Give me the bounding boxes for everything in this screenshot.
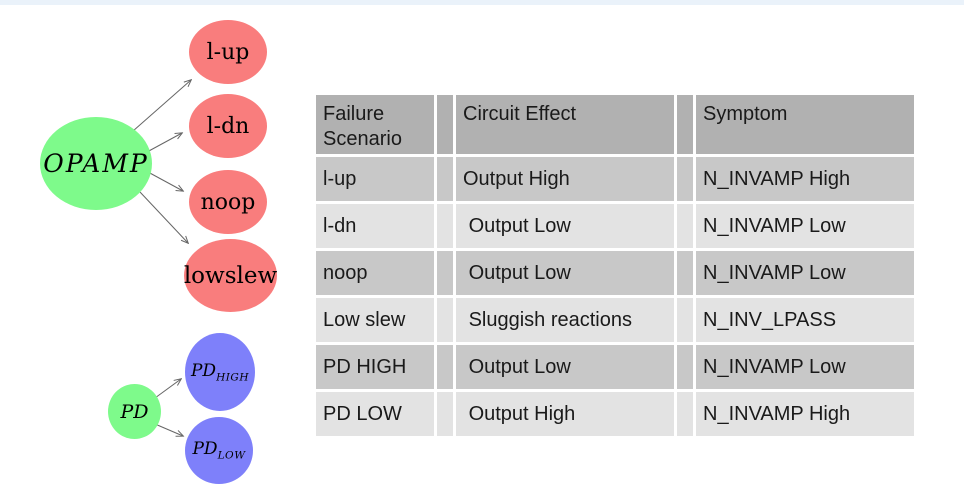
- spacer-cell: [437, 251, 453, 295]
- cell-effect: Output Low: [456, 204, 674, 248]
- cell-effect: Output High: [456, 157, 674, 201]
- spacer-cell: [437, 392, 453, 436]
- spacer-cell: [437, 298, 453, 342]
- node-opamp-label: OPAMP: [43, 149, 149, 178]
- cell-scenario: noop: [316, 251, 434, 295]
- cell-effect: Output High: [456, 392, 674, 436]
- arrow-pd-to-pdhigh: [154, 379, 181, 399]
- cell-effect: Output Low: [456, 251, 674, 295]
- node-pd-high-subscript: HIGH: [216, 371, 250, 384]
- table-row-pd-high: PD HIGH Output Low N_INVAMP Low: [316, 345, 914, 389]
- spacer-cell: [437, 204, 453, 248]
- cell-scenario: PD HIGH: [316, 345, 434, 389]
- spacer-cell: [677, 95, 693, 154]
- node-noop-label: noop: [200, 189, 256, 215]
- cell-scenario: Low slew: [316, 298, 434, 342]
- table-row-l-up: l-up Output High N_INVAMP High: [316, 157, 914, 201]
- node-pd: PD: [108, 384, 161, 439]
- column-header-circuit-effect: Circuit Effect: [456, 95, 674, 154]
- arrow-opamp-to-lowslew: [139, 191, 188, 243]
- table-row-low-slew: Low slew Sluggish reactions N_INV_LPASS: [316, 298, 914, 342]
- cell-symptom: N_INVAMP Low: [696, 345, 914, 389]
- cell-scenario: l-dn: [316, 204, 434, 248]
- node-pd-label: PD: [120, 400, 149, 423]
- cell-scenario: PD LOW: [316, 392, 434, 436]
- column-header-symptom: Symptom: [696, 95, 914, 154]
- node-pd-high-base: PD: [190, 360, 217, 381]
- spacer-cell: [677, 157, 693, 201]
- spacer-cell: [677, 298, 693, 342]
- top-accent-strip: [0, 0, 964, 5]
- column-header-failure-scenario: Failure Scenario: [316, 95, 434, 154]
- arrow-opamp-to-ldn: [146, 133, 182, 153]
- node-lowslew: lowslew: [184, 239, 277, 312]
- node-pd-low-base: PD: [192, 439, 218, 460]
- spacer-cell: [677, 251, 693, 295]
- cell-symptom: N_INVAMP High: [696, 392, 914, 436]
- failure-scenario-table: Failure Scenario Circuit Effect Symptom …: [313, 92, 917, 439]
- cell-symptom: N_INV_LPASS: [696, 298, 914, 342]
- node-pd-low: PDLOW: [185, 417, 253, 484]
- cell-scenario: l-up: [316, 157, 434, 201]
- cell-effect: Output Low: [456, 345, 674, 389]
- table-row-noop: noop Output Low N_INVAMP Low: [316, 251, 914, 295]
- node-l-dn: l-dn: [189, 94, 267, 158]
- spacer-cell: [677, 345, 693, 389]
- cell-effect: Sluggish reactions: [456, 298, 674, 342]
- arrow-opamp-to-noop: [147, 171, 183, 191]
- arrow-opamp-to-lup: [132, 80, 191, 132]
- table-row-pd-low: PD LOW Output High N_INVAMP High: [316, 392, 914, 436]
- node-l-up: l-up: [189, 20, 267, 84]
- cell-symptom: N_INVAMP High: [696, 157, 914, 201]
- spacer-cell: [437, 345, 453, 389]
- spacer-cell: [677, 392, 693, 436]
- node-l-up-label: l-up: [206, 39, 250, 65]
- node-pd-high-label: PDHIGH: [191, 361, 249, 383]
- spacer-cell: [437, 157, 453, 201]
- cell-symptom: N_INVAMP Low: [696, 204, 914, 248]
- spacer-cell: [677, 204, 693, 248]
- table-header-row: Failure Scenario Circuit Effect Symptom: [316, 95, 914, 154]
- node-l-dn-label: l-dn: [206, 113, 250, 139]
- arrow-pd-to-pdlow: [154, 423, 183, 436]
- node-pd-low-subscript: LOW: [217, 449, 246, 462]
- node-pd-low-label: PDLOW: [192, 439, 245, 461]
- spacer-cell: [437, 95, 453, 154]
- node-pd-high: PDHIGH: [185, 333, 255, 411]
- cell-symptom: N_INVAMP Low: [696, 251, 914, 295]
- node-noop: noop: [189, 170, 267, 234]
- table-row-l-dn: l-dn Output Low N_INVAMP Low: [316, 204, 914, 248]
- node-lowslew-label: lowslew: [183, 262, 278, 289]
- failure-mode-diagram: OPAMP l-up l-dn noop lowslew PD PDHIGH P…: [0, 0, 320, 492]
- node-opamp: OPAMP: [40, 117, 152, 210]
